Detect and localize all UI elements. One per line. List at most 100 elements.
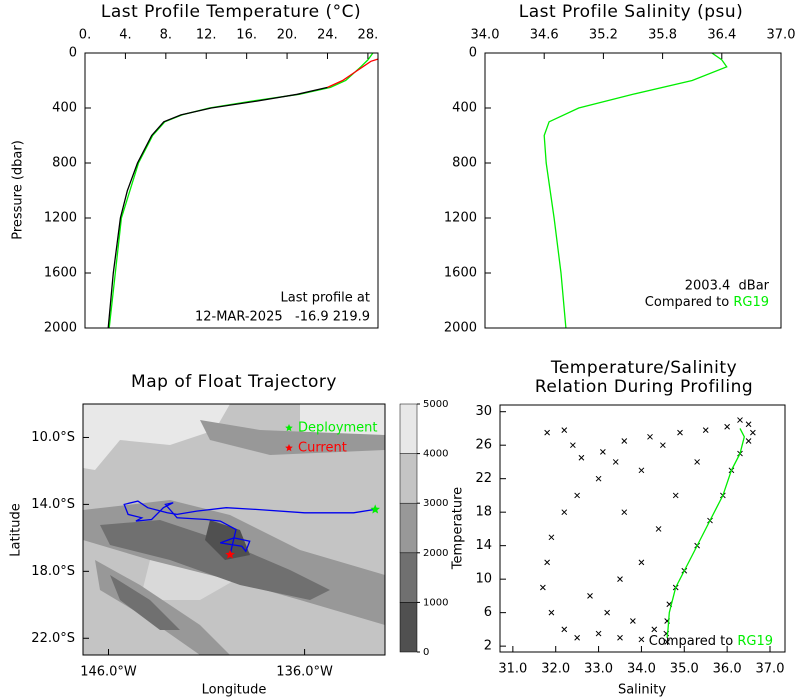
y-axis-label: Latitude: [9, 503, 24, 557]
point: [621, 438, 628, 444]
point: [621, 509, 628, 516]
point: [561, 626, 568, 633]
x-tick-label: 37.0: [756, 662, 785, 677]
x-tick-label: 37.0: [767, 28, 796, 43]
point: [561, 427, 568, 433]
reference-note: Compared to RG19: [645, 295, 769, 310]
point: [595, 475, 602, 482]
point: [574, 634, 580, 641]
x-tick-label: 35.2: [589, 28, 618, 43]
reference-text: Compared to: [649, 634, 733, 649]
data-line: [666, 428, 745, 638]
x-tick-label: 146.0°W: [80, 665, 137, 680]
panel: [107, 53, 378, 328]
y-tick-label: 0: [69, 46, 77, 61]
colorbar-level: [399, 602, 418, 653]
point: [617, 576, 623, 583]
legend-label: Deployment: [298, 421, 378, 436]
point: [544, 559, 550, 566]
x-tick-label: 28.: [358, 28, 379, 43]
chart-title: Last Profile Salinity (psu): [519, 2, 744, 22]
point: [694, 459, 700, 465]
colorbar-label: 0: [423, 647, 429, 658]
plot-frame: [82, 403, 386, 656]
x-tick-label: 32.0: [541, 662, 570, 677]
y-tick-label: 22.0°S: [31, 631, 75, 646]
x-axis-label: Salinity: [618, 683, 666, 698]
y-tick-label: 30: [475, 404, 492, 419]
panel: [123, 500, 380, 559]
colorbar-label: 2000: [423, 548, 448, 559]
reference-note: Compared to RG19: [649, 634, 773, 649]
y-tick-label: 1200: [444, 211, 477, 226]
x-tick-label: 8.: [160, 28, 172, 43]
point: [660, 442, 666, 449]
y-tick-label: 0: [469, 46, 477, 61]
panel: [540, 417, 756, 645]
x-tick-label: 4.: [119, 28, 131, 43]
y-tick-label: 800: [452, 156, 477, 171]
colorbar-label: 5000: [423, 399, 448, 410]
y-tick-label: 22: [475, 471, 492, 486]
point: [745, 421, 752, 428]
plot-frame: [484, 52, 782, 329]
data-line: [107, 86, 328, 328]
point: [574, 492, 580, 499]
annotation: 12-MAR-2025 -16.9 219.9: [195, 310, 370, 325]
chart-title: Relation During Profiling: [535, 377, 753, 397]
y-tick-label: 1600: [444, 266, 477, 281]
x-tick-label: 35.0: [670, 662, 699, 677]
chart-title: Temperature/Salinity: [550, 358, 737, 378]
x-tick-label: 136.0°W: [276, 665, 333, 680]
annotation: 2003.4 dBar: [685, 279, 770, 294]
point: [630, 618, 636, 624]
y-tick-label: 2000: [44, 321, 77, 336]
point: [638, 559, 645, 566]
point: [540, 584, 546, 591]
x-tick-label: 24.: [317, 28, 338, 43]
y-tick-label: 14.0°S: [31, 497, 75, 512]
plot-frame: [84, 52, 379, 329]
colorbar-label: 4000: [423, 449, 448, 460]
x-axis-label: Longitude: [202, 683, 267, 698]
y-tick-label: 10.0°S: [31, 430, 75, 445]
point: [548, 534, 555, 541]
point: [570, 442, 576, 449]
point: [745, 438, 752, 444]
y-tick-label: 6: [484, 605, 492, 620]
colorbar-level: [399, 453, 418, 504]
data-line: [327, 58, 378, 88]
y-tick-label: 10: [475, 572, 492, 587]
y-tick-label: 18.0°S: [31, 564, 75, 579]
point: [544, 429, 550, 436]
y-tick-label: 18: [475, 505, 492, 520]
point: [664, 639, 670, 645]
point: [702, 427, 709, 433]
marker-star: [370, 504, 380, 514]
colorbar-level: [399, 403, 418, 454]
marker-star: [225, 549, 235, 559]
data-line: [108, 53, 374, 328]
reference-name: RG19: [737, 634, 773, 649]
y-tick-label: 1600: [44, 266, 77, 281]
reference-name: RG19: [733, 295, 769, 310]
point: [638, 636, 645, 643]
point: [672, 492, 679, 499]
x-tick-label: 36.4: [707, 28, 736, 43]
point: [638, 467, 645, 474]
point: [561, 509, 568, 516]
plot-frame: [499, 404, 786, 653]
point: [548, 609, 555, 616]
y-tick-label: 14: [475, 538, 492, 553]
y-axis-label: Pressure (dbar): [11, 140, 26, 240]
point: [595, 630, 602, 637]
legend-star: [285, 424, 293, 432]
chart-title: Last Profile Temperature (°C): [101, 2, 361, 22]
point: [604, 609, 610, 616]
point: [647, 433, 653, 440]
legend-label: Current: [298, 441, 347, 456]
data-line: [543, 53, 728, 328]
y-tick-label: 400: [52, 101, 77, 116]
y-tick-label: 800: [52, 156, 77, 171]
colorbar-level: [399, 502, 418, 554]
